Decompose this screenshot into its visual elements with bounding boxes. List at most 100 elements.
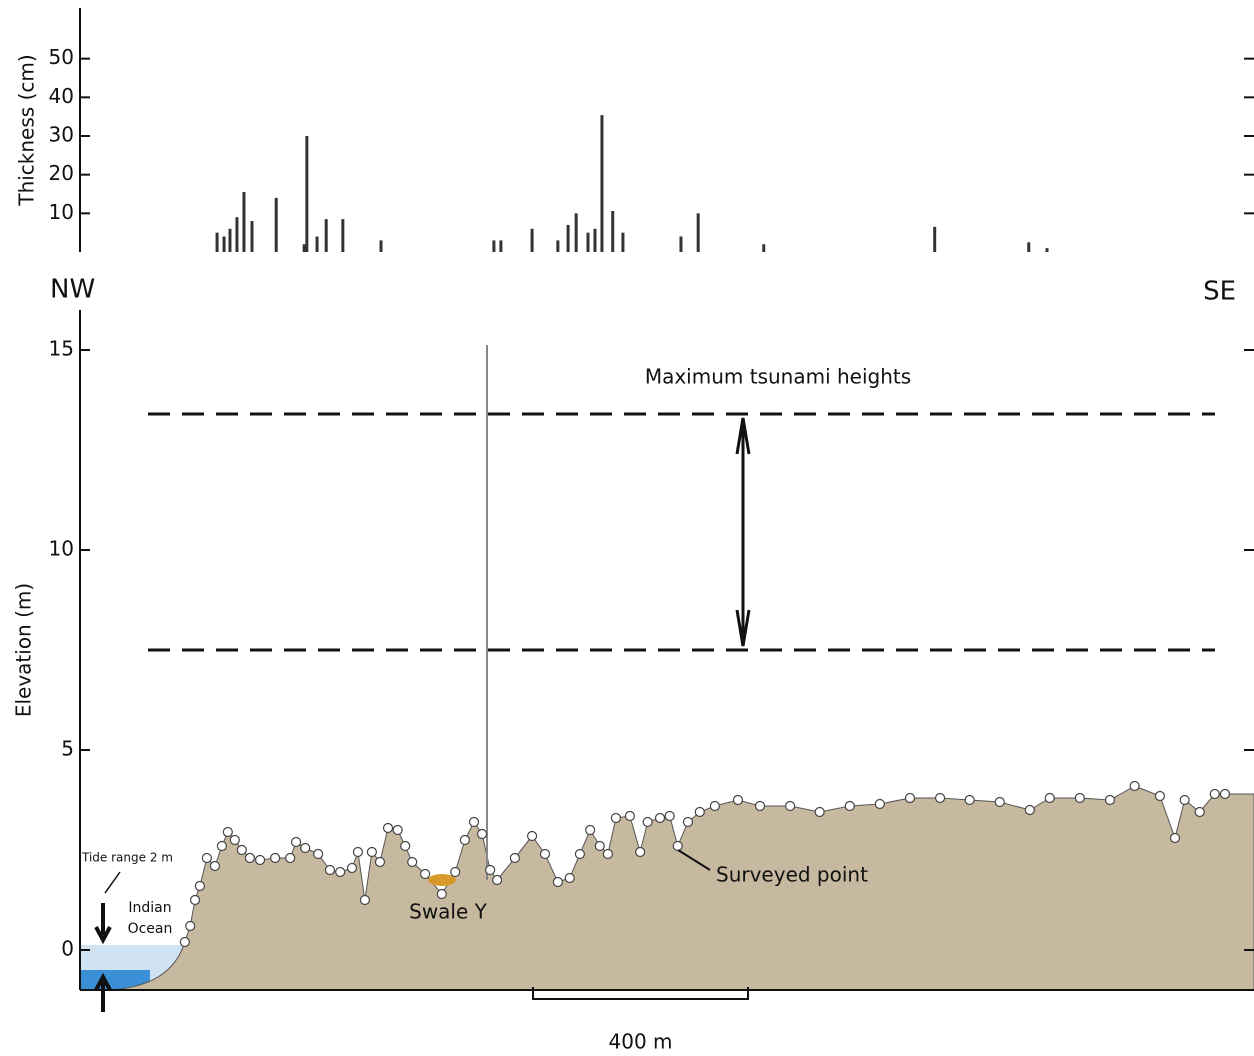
surveyed-point [904,792,916,804]
tide-arrow [94,972,112,1012]
annotation: Ocean [128,921,173,937]
surveyed-point [468,816,480,828]
surveyed-point [844,800,855,812]
surveyed-point [382,822,394,834]
surveyed-point [346,862,358,874]
surveyed-point [1154,790,1166,802]
surveyed-point [509,852,520,864]
surveyed-point [934,792,946,804]
annotation: Maximum tsunami heights [645,365,911,389]
y-tick-label: 40 [49,84,74,108]
surveyed-point [814,806,825,818]
surveyed-point [244,852,255,864]
surveyed-point [709,800,720,812]
surveyed-point [300,842,311,854]
surveyed-point [1219,788,1231,800]
surveyed-point [185,920,196,932]
bar [1045,248,1049,252]
surveyed-point [485,864,496,876]
bar [556,240,560,252]
surveyed-point [784,800,796,812]
surveyed-point [254,854,266,866]
y-tick-label: 10 [49,537,74,561]
surveyed-point [664,810,675,822]
scale-bar-label: 400 m [609,1030,673,1054]
surveyed-point [1209,788,1220,800]
bar [679,236,683,252]
y-tick-label: 10 [49,200,74,224]
surveyed-point [374,856,386,868]
surveyed-point [352,846,364,858]
surveyed-point [194,880,205,892]
surveyed-point [994,796,1005,808]
surveyed-point [216,840,228,852]
bar [215,232,219,252]
tide-arrow [94,903,112,945]
surveyed-point [392,824,403,836]
bar [341,219,345,252]
surveyed-point [552,876,563,888]
surveyed-point [654,812,666,824]
surveyed-point [610,812,622,824]
swale-deposit [428,874,456,886]
bar [235,217,239,252]
leader-line [677,849,711,871]
bar [499,240,503,252]
annotation: Indian [128,900,171,916]
bar [611,211,615,252]
bar [600,115,604,253]
surveyed-point [635,846,646,858]
bar [696,213,700,252]
bar [250,221,254,252]
y-tick-label: 0 [61,937,74,961]
surveyed-point [407,856,418,868]
surveyed-point [585,824,596,836]
bar [1027,242,1031,252]
surveyed-point [436,888,447,900]
surveyed-point [1044,792,1055,804]
surveyed-point [874,798,885,810]
surveyed-point [285,852,296,864]
scale-bar [532,987,750,1000]
y-tick-label: 15 [49,337,74,361]
surveyed-point [539,848,551,860]
nw-label: NW [50,275,95,305]
surveyed-point [313,848,324,860]
surveyed-point [359,894,370,906]
surveyed-point [229,834,240,846]
bar [933,226,937,252]
bar [228,228,232,252]
surveyed-point [290,836,302,848]
surveyed-point [574,848,586,860]
surveyed-point [1024,804,1035,816]
surveyed-point [1179,794,1190,806]
surveyed-point [209,860,221,872]
bar [530,228,534,252]
surveyed-point [366,846,377,858]
surveyed-point [476,828,488,840]
y-tick-label: 20 [49,161,74,185]
bar [274,197,278,252]
surveyed-point [179,936,190,948]
surveyed-point [222,826,233,838]
bar [593,228,597,252]
height-range-arrow [735,417,751,647]
annotation: Tide range 2 m [81,851,173,865]
bar [586,232,590,252]
y-tick-label: 5 [61,737,74,761]
bar [566,224,570,252]
y-tick-label: 50 [49,45,74,69]
surveyed-point [1194,806,1205,818]
surveyed-point [624,810,636,822]
surveyed-point [1129,780,1140,792]
y-axis-label: Elevation (m) [12,583,36,717]
surveyed-point [964,794,975,806]
y-axis-label: Thickness (cm) [15,54,39,206]
surveyed-point [732,794,744,806]
surveyed-point [1169,832,1181,844]
bar [621,232,625,252]
surveyed-point [602,848,613,860]
bar [762,244,766,252]
surveyed-point [189,894,201,906]
bar [492,240,496,252]
